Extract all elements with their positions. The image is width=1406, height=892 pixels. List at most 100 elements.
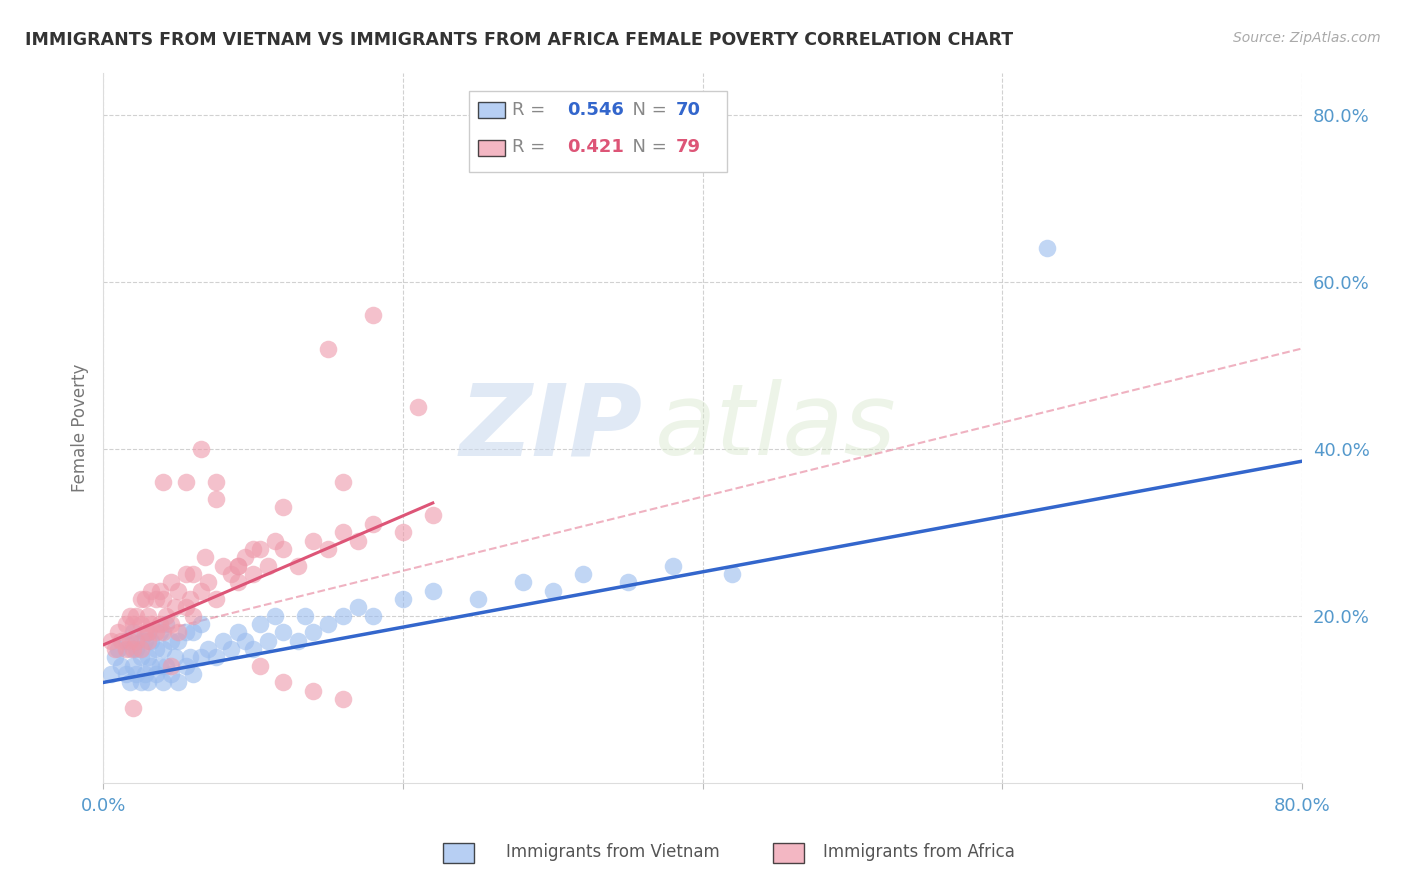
Point <box>167 633 190 648</box>
Point <box>136 633 159 648</box>
Point <box>219 642 242 657</box>
Point <box>114 642 136 657</box>
Point <box>100 667 122 681</box>
Text: Immigrants from Vietnam: Immigrants from Vietnam <box>506 843 720 861</box>
Point <box>361 308 384 322</box>
Point <box>212 633 235 648</box>
Point <box>302 683 325 698</box>
Point <box>167 675 190 690</box>
Text: IMMIGRANTS FROM VIETNAM VS IMMIGRANTS FROM AFRICA FEMALE POVERTY CORRELATION CHA: IMMIGRANTS FROM VIETNAM VS IMMIGRANTS FR… <box>25 31 1014 49</box>
Point <box>136 625 159 640</box>
FancyBboxPatch shape <box>478 102 505 118</box>
Text: Source: ZipAtlas.com: Source: ZipAtlas.com <box>1233 31 1381 45</box>
Point <box>226 575 249 590</box>
Point <box>392 592 415 607</box>
Point <box>122 625 145 640</box>
Point <box>287 633 309 648</box>
Point <box>145 592 167 607</box>
Point <box>129 633 152 648</box>
Point <box>571 566 593 581</box>
Point <box>235 633 257 648</box>
FancyBboxPatch shape <box>478 140 505 156</box>
Point <box>159 575 181 590</box>
Point <box>226 558 249 573</box>
Point <box>197 642 219 657</box>
Point <box>159 617 181 632</box>
Point <box>174 600 197 615</box>
Point <box>167 583 190 598</box>
Point <box>616 575 638 590</box>
Point <box>541 583 564 598</box>
Point <box>347 533 370 548</box>
Point <box>136 675 159 690</box>
Point <box>104 642 127 657</box>
Point <box>122 642 145 657</box>
Point <box>347 600 370 615</box>
Point <box>149 583 172 598</box>
Point <box>122 658 145 673</box>
Point <box>120 633 142 648</box>
Point <box>149 617 172 632</box>
Point <box>139 633 162 648</box>
Point <box>145 667 167 681</box>
Point <box>165 650 187 665</box>
Text: N =: N = <box>621 138 672 156</box>
Point <box>226 625 249 640</box>
Point <box>120 675 142 690</box>
Point <box>152 675 174 690</box>
Point <box>167 625 190 640</box>
Point <box>190 650 212 665</box>
Point <box>264 533 287 548</box>
Point <box>129 675 152 690</box>
Point <box>316 342 339 356</box>
Point <box>249 658 271 673</box>
Point <box>104 650 127 665</box>
Point <box>294 608 316 623</box>
Point <box>159 633 181 648</box>
Text: 0.421: 0.421 <box>567 138 624 156</box>
Point <box>125 608 148 623</box>
Point <box>136 650 159 665</box>
Point <box>194 550 217 565</box>
Text: Immigrants from Africa: Immigrants from Africa <box>823 843 1014 861</box>
Point <box>110 633 132 648</box>
Point <box>249 617 271 632</box>
Point <box>139 658 162 673</box>
Point <box>174 625 197 640</box>
Point <box>134 667 156 681</box>
Point <box>271 625 294 640</box>
Point <box>136 625 159 640</box>
Point <box>120 642 142 657</box>
Point <box>110 658 132 673</box>
Point <box>145 625 167 640</box>
Point <box>661 558 683 573</box>
Point <box>107 642 129 657</box>
Point <box>125 633 148 648</box>
Point <box>149 625 172 640</box>
Point <box>181 566 204 581</box>
Point <box>512 575 534 590</box>
Point <box>152 475 174 489</box>
Point <box>257 558 280 573</box>
Point <box>219 566 242 581</box>
Point <box>302 625 325 640</box>
Point <box>125 667 148 681</box>
Point <box>129 642 152 657</box>
Point <box>271 541 294 556</box>
Point <box>332 692 354 706</box>
Point <box>155 658 177 673</box>
Point <box>212 558 235 573</box>
Point <box>136 608 159 623</box>
Point <box>242 541 264 556</box>
Point <box>392 525 415 540</box>
Point <box>197 575 219 590</box>
Point <box>271 500 294 515</box>
Point <box>152 642 174 657</box>
Point <box>139 583 162 598</box>
Point <box>129 592 152 607</box>
Point <box>422 508 444 523</box>
Point <box>159 667 181 681</box>
Point <box>257 633 280 648</box>
Point <box>316 617 339 632</box>
Text: 0.546: 0.546 <box>567 101 624 119</box>
